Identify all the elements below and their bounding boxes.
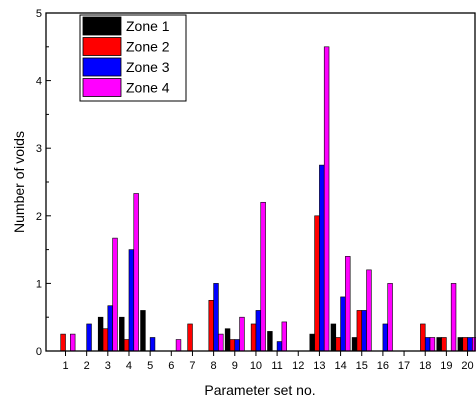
bar-zone-4-set-11 — [281, 321, 287, 352]
bar-zone-4-set-9 — [239, 316, 245, 352]
bar-zone-4-set-10 — [260, 201, 266, 352]
x-tick-label: 6 — [168, 360, 174, 372]
x-tick-label: 7 — [189, 360, 195, 372]
bar-zone-2-set-10 — [250, 323, 257, 352]
bar-zone-1-set-15 — [351, 337, 358, 352]
legend-label: Zone 4 — [126, 80, 170, 96]
bar-zone-3-set-13 — [319, 164, 325, 352]
x-tick-label: 11 — [271, 360, 282, 372]
bar-zone-3-set-4 — [128, 249, 135, 352]
bar-zone-1-set-14 — [330, 323, 337, 352]
bar-zone-4-set-6 — [175, 339, 182, 352]
bar-zone-3-set-8 — [213, 283, 219, 352]
x-tick-label: 19 — [440, 360, 452, 372]
x-tick-label: 13 — [313, 360, 325, 372]
legend-swatch — [82, 37, 122, 56]
x-tick-label: 10 — [250, 360, 262, 372]
y-axis-title: Number of voids — [11, 131, 27, 233]
bar-zone-2-set-14 — [335, 337, 341, 352]
legend-label: Zone 3 — [126, 59, 170, 75]
x-tick-label: 8 — [211, 360, 217, 372]
bar-zone-4-set-18 — [429, 337, 436, 352]
bar-zone-3-set-20 — [467, 337, 473, 352]
x-tick-label: 14 — [334, 360, 346, 372]
x-tick-label: 4 — [126, 360, 132, 372]
y-tick-label: 0 — [36, 346, 42, 358]
y-tick-label: 1 — [36, 278, 42, 290]
bar-zone-1-set-19 — [436, 337, 442, 352]
bar-zone-2-set-9 — [229, 339, 236, 352]
legend-swatch — [82, 16, 122, 36]
bar-zone-3-set-2 — [86, 323, 92, 352]
bar-zone-3-set-10 — [255, 310, 262, 352]
bar-zone-3-set-3 — [107, 305, 113, 352]
x-tick-label: 3 — [105, 360, 111, 372]
bar-zone-1-set-20 — [457, 337, 464, 352]
bar-zone-1-set-5 — [140, 310, 146, 352]
bar-zone-2-set-4 — [123, 339, 130, 352]
y-tick-label: 5 — [36, 8, 42, 20]
legend-label: Zone 1 — [126, 18, 170, 34]
bar-zone-3-set-16 — [382, 323, 388, 352]
y-tick-label: 4 — [36, 76, 42, 88]
bar-zone-2-set-19 — [441, 337, 447, 352]
bar-zone-4-set-14 — [345, 256, 351, 352]
bar-zone-4-set-13 — [323, 46, 330, 352]
x-tick-label: 20 — [461, 360, 473, 372]
bar-zone-1-set-3 — [97, 316, 104, 352]
x-tick-label: 12 — [292, 360, 304, 372]
bar-zone-4-set-16 — [387, 283, 393, 352]
bar-zone-4-set-3 — [112, 237, 118, 352]
legend-label: Zone 2 — [126, 39, 170, 55]
bar-zone-3-set-9 — [234, 339, 240, 352]
bar-zone-1-set-9 — [224, 328, 231, 352]
y-axis: 0 1 2 3 4 5 — [36, 8, 51, 358]
bar-zone-2-set-13 — [314, 215, 320, 352]
bar-zone-4-set-8 — [218, 333, 224, 352]
bars-group — [60, 46, 476, 352]
x-axis: 1 2 3 4 5 6 7 8 9 10 11 12 13 14 15 16 17 18 19 20 — [62, 351, 474, 372]
x-tick-label: 1 — [62, 360, 68, 372]
bar-zone-2-set-1 — [60, 333, 66, 352]
x-tick-label: 16 — [377, 360, 389, 372]
bar-zone-2-set-3 — [102, 328, 109, 352]
bar-zone-3-set-5 — [149, 337, 156, 352]
bar-zone-4-set-1 — [70, 333, 76, 352]
bar-zone-4-set-19 — [450, 283, 457, 352]
y-tick-label: 3 — [36, 143, 42, 155]
bar-zone-3-set-18 — [424, 337, 431, 352]
bar-zone-2-set-15 — [356, 310, 363, 352]
legend: Zone 1 Zone 2 Zone 3 Zone 4 — [79, 14, 187, 102]
x-tick-label: 2 — [84, 360, 90, 372]
y-tick-label: 2 — [36, 211, 42, 223]
bar-zone-2-set-7 — [187, 323, 193, 352]
bar-zone-4-set-15 — [366, 269, 372, 352]
x-tick-label: 9 — [232, 360, 238, 372]
bar-zone-1-set-11 — [267, 331, 273, 352]
legend-swatch — [82, 57, 122, 77]
x-tick-label: 5 — [147, 360, 153, 372]
bar-zone-1-set-13 — [309, 333, 315, 352]
legend-swatch — [82, 78, 122, 97]
bar-zone-2-set-18 — [420, 323, 426, 352]
bar-zone-2-set-8 — [208, 299, 214, 352]
bar-zone-3-set-14 — [340, 296, 346, 352]
bar-zone-2-set-20 — [462, 337, 468, 352]
bar-zone-3-set-11 — [276, 341, 283, 352]
x-tick-label: 17 — [398, 360, 410, 372]
bar-zone-4-set-4 — [133, 193, 139, 352]
bar-zone-3-set-15 — [361, 310, 367, 352]
x-axis-title: Parameter set no. — [204, 382, 315, 398]
x-tick-label: 18 — [419, 360, 431, 372]
x-tick-label: 15 — [356, 360, 368, 372]
bar-zone-1-set-4 — [119, 316, 125, 352]
